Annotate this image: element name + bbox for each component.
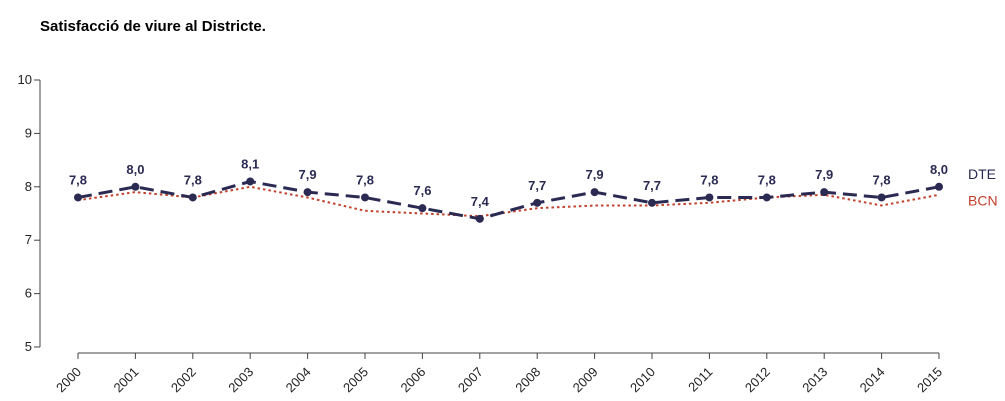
series-line-bcn [77, 185, 940, 218]
axes: 5 6 7 8 9 10 2000 2001 2002 2003 2004 2005 2006 2007 2… [18, 72, 946, 395]
x-tick-label: 2002 [168, 364, 199, 395]
y-tick-label: 6 [25, 286, 32, 301]
data-label: 8,0 [930, 162, 948, 177]
data-point-dte [533, 198, 542, 207]
data-label: 7,6 [413, 183, 431, 198]
legend-item-bcn: BCN [968, 192, 998, 208]
data-label: 7,8 [758, 172, 776, 187]
data-label: 8,0 [126, 162, 144, 177]
data-point-dte [303, 188, 312, 197]
data-point-dte [877, 193, 886, 202]
data-label: 7,9 [586, 167, 604, 182]
data-point-dte [935, 182, 943, 191]
legend: DTE BCN [968, 166, 998, 209]
data-label: 7,7 [643, 178, 661, 193]
x-tick-label: 2000 [53, 364, 84, 395]
y-tick-label: 7 [25, 232, 32, 247]
y-tick-label: 5 [25, 339, 32, 354]
data-label: 7,8 [69, 172, 87, 187]
x-tick-label: 2007 [455, 364, 486, 395]
y-tick-label: 10 [18, 72, 32, 87]
x-tick-label: 2006 [397, 364, 428, 395]
data-point-dte [418, 204, 427, 213]
data-point-dte [590, 188, 599, 197]
data-label: 7,8 [873, 172, 891, 187]
series-layer [74, 177, 943, 223]
data-point-dte [246, 177, 255, 186]
data-point-dte [74, 193, 82, 202]
y-tick-label: 8 [25, 179, 32, 194]
data-label: 7,8 [184, 172, 202, 187]
x-tick-label: 2004 [283, 364, 314, 395]
data-point-dte [131, 182, 140, 191]
data-label: 7,4 [471, 194, 490, 209]
data-point-dte [762, 193, 771, 202]
data-label: 8,1 [241, 156, 259, 171]
x-tick-label: 2001 [110, 364, 141, 395]
y-tick-label: 9 [25, 125, 32, 140]
data-point-dte [475, 214, 484, 223]
data-point-dte [361, 193, 369, 202]
data-labels: 7,8 8,0 7,8 8,1 7,9 7,8 7,6 7,4 7,7 7,9 7,7 7,8 7,8 7… [69, 156, 948, 208]
legend-item-dte: DTE [968, 166, 996, 182]
x-tick-label: 2015 [914, 364, 945, 395]
chart-title: Satisfacció de viure al Districte. [40, 18, 266, 35]
data-point-dte [648, 198, 656, 207]
data-point-dte [705, 193, 714, 202]
data-label: 7,9 [815, 167, 833, 182]
x-tick-label: 2012 [742, 364, 773, 395]
x-tick-label: 2014 [857, 364, 888, 395]
data-label: 7,7 [528, 178, 546, 193]
x-tick-label: 2011 [685, 364, 715, 394]
data-point-dte [820, 188, 829, 197]
x-tick-label: 2008 [512, 364, 543, 395]
data-label: 7,9 [299, 167, 317, 182]
data-point-dte [188, 193, 197, 202]
x-tick-label: 2013 [799, 364, 830, 395]
x-tick-label: 2003 [225, 364, 256, 395]
x-tick-label: 2010 [627, 364, 658, 395]
x-tick-label: 2009 [570, 364, 601, 395]
data-label: 7,8 [700, 172, 718, 187]
data-label: 7,8 [356, 172, 374, 187]
x-tick-label: 2005 [340, 364, 371, 395]
